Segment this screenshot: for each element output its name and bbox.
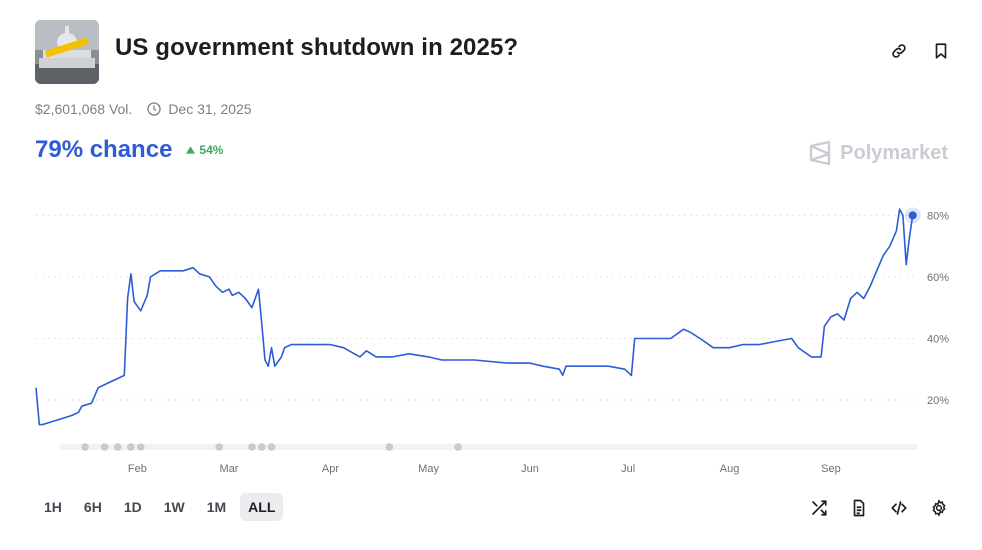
event-marker-dot[interactable] bbox=[257, 443, 266, 451]
bookmark-icon[interactable] bbox=[930, 40, 952, 62]
y-tick-label: 40% bbox=[927, 333, 949, 345]
up-arrow-icon bbox=[186, 146, 196, 154]
volume-text: $2,601,068 Vol. bbox=[35, 101, 133, 117]
clock-icon bbox=[146, 101, 162, 117]
event-marker-dot[interactable] bbox=[113, 443, 122, 451]
change-value: 54% bbox=[199, 143, 224, 157]
event-marker-dot[interactable] bbox=[385, 443, 394, 451]
event-marker-dot[interactable] bbox=[127, 443, 135, 451]
x-tick-label: Feb bbox=[128, 463, 147, 475]
code-embed-icon[interactable] bbox=[888, 497, 910, 519]
x-tick-label: Jun bbox=[521, 463, 539, 475]
x-tick-label: Mar bbox=[220, 463, 239, 475]
market-title: US government shutdown in 2025? bbox=[115, 34, 519, 61]
range-tab-1w[interactable]: 1W bbox=[163, 499, 185, 515]
range-tab-1d[interactable]: 1D bbox=[123, 499, 142, 515]
range-tab-1m[interactable]: 1M bbox=[206, 499, 227, 515]
event-marker-dot[interactable] bbox=[81, 443, 89, 451]
polymarket-logo: Polymarket bbox=[808, 140, 948, 166]
x-tick-label: Sep bbox=[821, 463, 841, 475]
y-tick-label: 80% bbox=[927, 210, 949, 222]
event-marker-dot[interactable] bbox=[267, 443, 276, 451]
link-icon[interactable] bbox=[888, 40, 910, 62]
polymarket-mark-icon bbox=[809, 140, 831, 166]
event-marker-dot[interactable] bbox=[215, 443, 223, 451]
event-marker-dot[interactable] bbox=[100, 443, 109, 451]
end-date-text: Dec 31, 2025 bbox=[168, 101, 252, 117]
x-tick-label: May bbox=[418, 463, 439, 475]
x-tick-label: Aug bbox=[720, 463, 740, 475]
probability-chart[interactable]: Feb Mar Apr May Jun Jul Aug Sep 20% 40% 60% 80% bbox=[0, 190, 982, 480]
range-tab-6h[interactable]: 6H bbox=[83, 499, 102, 515]
event-marker-dot[interactable] bbox=[454, 443, 462, 451]
event-marker-dot[interactable] bbox=[136, 443, 145, 451]
change-badge: 54% bbox=[186, 143, 223, 157]
shuffle-icon[interactable] bbox=[808, 497, 830, 519]
x-tick-label: Jul bbox=[621, 463, 635, 475]
document-icon[interactable] bbox=[848, 497, 870, 519]
range-tab-1h[interactable]: 1H bbox=[44, 499, 62, 515]
y-tick-label: 60% bbox=[927, 272, 949, 284]
event-track bbox=[60, 444, 918, 450]
range-tab-all[interactable]: ALL bbox=[240, 493, 284, 521]
brand-name: Polymarket bbox=[840, 141, 948, 164]
market-thumbnail bbox=[35, 20, 99, 84]
settings-gear-icon[interactable] bbox=[928, 497, 950, 519]
probability-line bbox=[35, 208, 914, 426]
current-point-dot bbox=[908, 211, 917, 220]
y-tick-label: 20% bbox=[927, 395, 949, 407]
x-tick-label: Apr bbox=[322, 463, 339, 475]
market-meta: $2,601,068 Vol. Dec 31, 2025 bbox=[35, 101, 252, 117]
chance-value: 79% chance bbox=[35, 136, 173, 163]
time-range-tabs: 1H 6H 1D 1W 1M ALL bbox=[36, 493, 284, 521]
event-marker-dot[interactable] bbox=[248, 443, 256, 451]
